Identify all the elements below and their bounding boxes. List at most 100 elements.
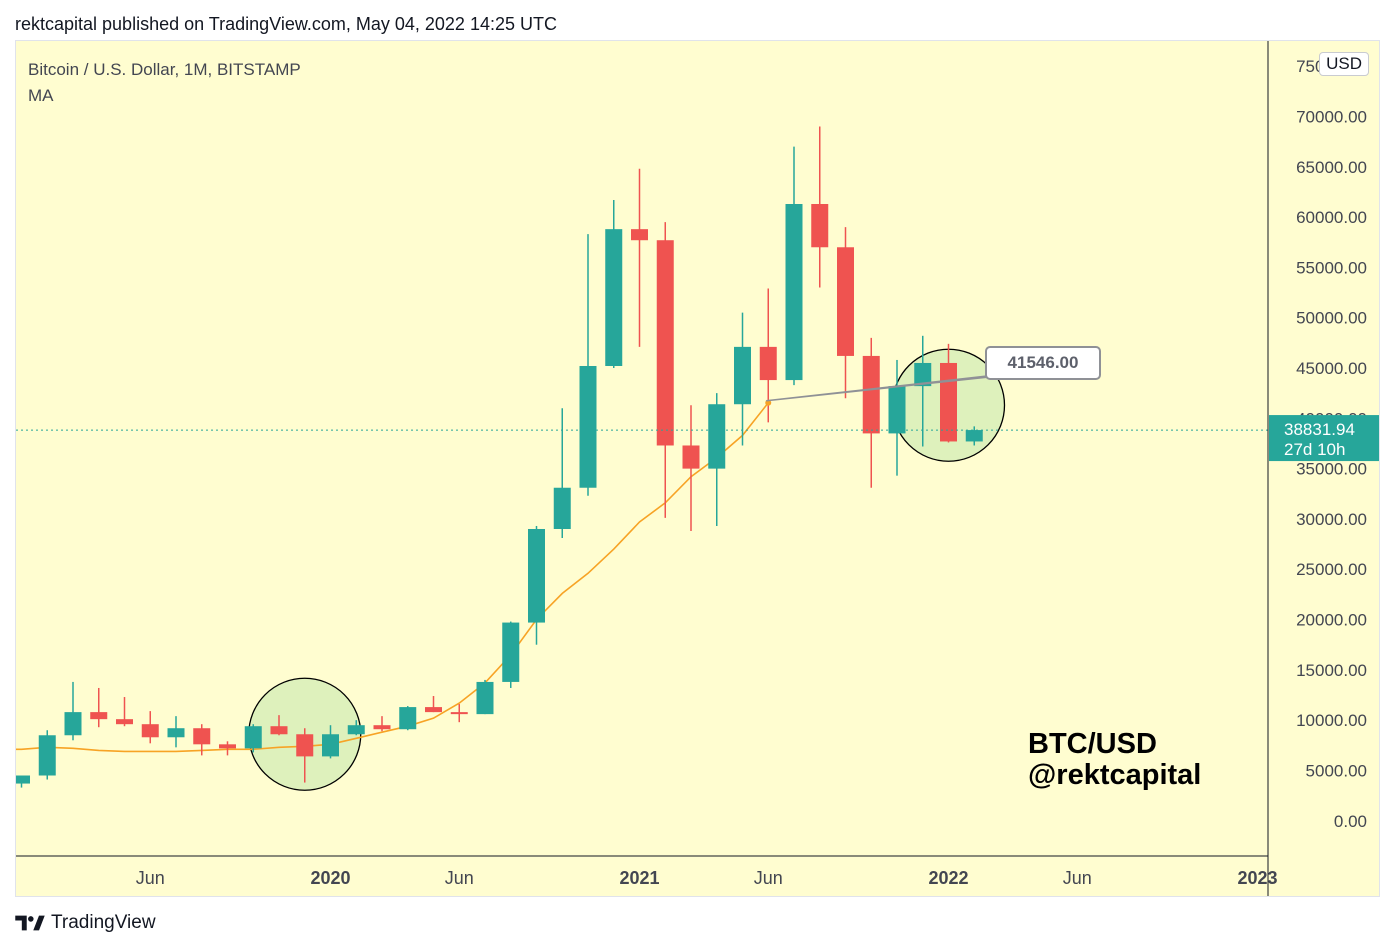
price-label-box xyxy=(1269,415,1379,462)
candle-body xyxy=(347,725,365,735)
time-tick-label: 2022 xyxy=(928,868,968,888)
candle xyxy=(167,716,185,748)
candle xyxy=(734,312,751,446)
price-tick-label: 55000.00 xyxy=(1296,258,1367,277)
candle-body xyxy=(656,240,674,446)
candle xyxy=(862,337,880,488)
price-tick-label: 65000.00 xyxy=(1296,158,1367,177)
candle xyxy=(528,525,545,645)
price-label-value: 38831.94 xyxy=(1284,420,1355,439)
watermark-pair: BTC/USD xyxy=(1028,728,1157,760)
price-tick-label: 10000.00 xyxy=(1296,711,1367,730)
candle xyxy=(450,704,468,723)
candle-body xyxy=(811,204,829,248)
price-axis[interactable]: 75000.0070000.0065000.0060000.0055000.00… xyxy=(1267,41,1367,897)
tradingview-logo-icon xyxy=(15,915,45,931)
time-axis[interactable]: Jun 2020 Jun 2021 Jun 2022 Jun 2023 xyxy=(16,855,1278,888)
ma-value-callout: 41546.00 xyxy=(765,346,1101,406)
candle-body xyxy=(90,712,108,720)
candle-body xyxy=(399,707,417,730)
candle-body xyxy=(785,204,803,381)
candle-body xyxy=(631,229,648,241)
candle-body xyxy=(38,735,56,776)
candle-body xyxy=(373,725,391,730)
candle xyxy=(219,741,236,756)
time-tick-label: 2021 xyxy=(619,868,659,888)
candle xyxy=(244,724,262,753)
candle xyxy=(965,426,983,446)
candle-body xyxy=(450,712,468,715)
currency-badge[interactable]: USD xyxy=(1319,52,1369,76)
candle-body xyxy=(219,744,236,749)
chart-pane[interactable]: 75000.0070000.0065000.0060000.0055000.00… xyxy=(15,40,1380,897)
callout-value: 41546.00 xyxy=(1008,353,1079,372)
watermark-author: @rektcapital xyxy=(1028,759,1202,791)
published-header: rektcapital published on TradingView.com… xyxy=(15,14,557,34)
price-tick-label: 5000.00 xyxy=(1306,761,1367,780)
moving-average-line xyxy=(16,402,769,753)
candle-body xyxy=(759,346,777,381)
candle xyxy=(425,696,442,713)
candle xyxy=(373,716,391,732)
price-tick-label: 0.00 xyxy=(1334,812,1367,831)
candle-body xyxy=(16,775,30,784)
candle xyxy=(940,343,957,443)
price-tick-label: 45000.00 xyxy=(1296,359,1367,378)
candle xyxy=(347,720,365,736)
candle-body xyxy=(116,719,133,725)
price-tick-label: 70000.00 xyxy=(1296,107,1367,126)
candle xyxy=(141,711,159,744)
price-tick-label: 25000.00 xyxy=(1296,560,1367,579)
candle-body xyxy=(322,734,339,757)
candle-body xyxy=(425,707,442,713)
candle-body xyxy=(167,728,185,738)
price-tick-label: 15000.00 xyxy=(1296,661,1367,680)
time-tick-label: Jun xyxy=(1063,868,1092,888)
candle-body xyxy=(296,734,314,757)
candle-body xyxy=(476,681,494,715)
time-tick-label: Jun xyxy=(754,868,783,888)
candle xyxy=(296,728,314,783)
candle xyxy=(785,146,803,386)
symbol-title[interactable]: Bitcoin / U.S. Dollar, 1M, BITSTAMP xyxy=(28,60,301,79)
candlestick-chart[interactable]: 75000.0070000.0065000.0060000.0055000.00… xyxy=(16,41,1380,897)
footer-brand[interactable]: TradingView xyxy=(15,912,156,934)
candle-body xyxy=(244,726,262,749)
candle-body xyxy=(553,487,571,529)
candle-body xyxy=(270,726,288,735)
candle xyxy=(811,126,829,288)
price-tick-label: 60000.00 xyxy=(1296,208,1367,227)
candle-body xyxy=(64,712,82,736)
candle xyxy=(631,168,648,347)
candle-body xyxy=(579,365,597,488)
candle xyxy=(837,227,854,399)
candle-body xyxy=(708,404,726,469)
candle xyxy=(64,681,82,741)
footer-brand-label: TradingView xyxy=(51,912,156,933)
time-tick-label: 2023 xyxy=(1237,868,1277,888)
indicator-label[interactable]: MA xyxy=(28,86,54,105)
price-tick-label: 20000.00 xyxy=(1296,611,1367,630)
candle-body xyxy=(734,346,751,405)
candle xyxy=(708,393,726,526)
chart-legend: Bitcoin / U.S. Dollar, 1M, BITSTAMP MA xyxy=(28,57,301,109)
candle xyxy=(322,725,339,759)
price-label-countdown: 27d 10h xyxy=(1284,440,1345,459)
candle xyxy=(579,234,597,496)
candle xyxy=(38,730,56,780)
callout-box xyxy=(985,346,1101,380)
candle xyxy=(270,715,288,736)
candle xyxy=(605,199,623,369)
candle xyxy=(193,724,211,756)
candle-body xyxy=(965,430,983,442)
candle xyxy=(116,697,133,727)
candle-body xyxy=(940,362,957,442)
candle xyxy=(399,706,417,731)
price-tick-label: 50000.00 xyxy=(1296,309,1367,328)
candle-body xyxy=(862,355,880,434)
candle-body xyxy=(141,724,159,738)
time-tick-label: Jun xyxy=(136,868,165,888)
candle-body xyxy=(605,229,623,366)
time-tick-label: 2020 xyxy=(310,868,350,888)
